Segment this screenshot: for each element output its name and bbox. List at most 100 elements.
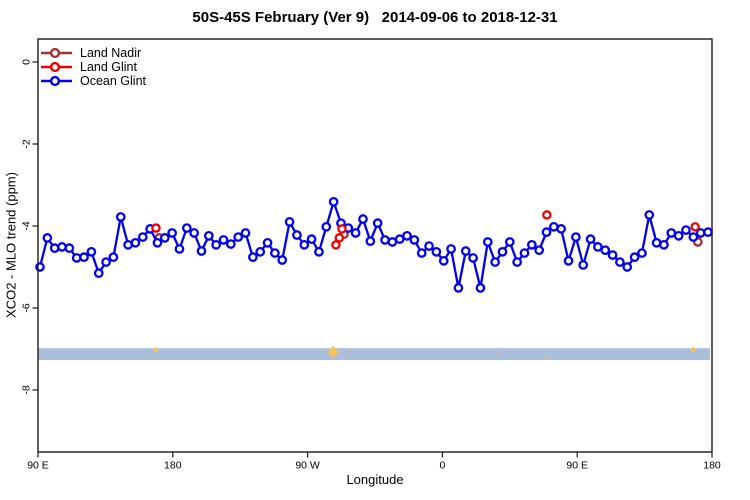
y-tick-label: 0: [21, 59, 33, 65]
ocean-glint-point: [372, 218, 383, 228]
ocean-glint-point: [137, 232, 148, 242]
ocean-glint-point: [556, 224, 567, 234]
band-mark: [496, 350, 500, 354]
ocean-glint-point: [409, 235, 420, 245]
ocean-glint-point: [365, 236, 376, 247]
ocean-glint-point: [644, 210, 655, 220]
ocean-glint-point: [64, 243, 75, 253]
ocean-glint-point: [475, 283, 486, 293]
ocean-glint-point: [255, 246, 266, 257]
ocean-glint-point: [167, 228, 177, 238]
ocean-glint-point: [629, 252, 640, 263]
y-tick-label: -4: [21, 221, 33, 230]
ocean-glint-point: [211, 240, 222, 250]
ocean-glint-point: [270, 248, 280, 258]
horizontal-band: [38, 348, 710, 361]
ocean-glint-point: [101, 257, 111, 267]
ocean-glint-point: [600, 245, 611, 256]
ocean-glint-point: [497, 246, 508, 257]
x-tick-label: 0: [439, 460, 445, 472]
x-axis-title: Longitude: [346, 472, 404, 487]
y-tick-label: -2: [21, 139, 33, 148]
legend-item-land-glint: Land Glint: [41, 60, 146, 74]
ocean-glint-point: [571, 232, 581, 242]
ocean-glint-point: [181, 223, 192, 233]
ocean-glint-point: [563, 255, 574, 266]
land-glint-point: [334, 233, 345, 243]
data-layer: [35, 196, 713, 361]
ocean-glint-point: [196, 246, 207, 256]
ocean-glint-point: [189, 228, 200, 238]
plot-frame: [37, 38, 713, 453]
ocean-glint-point: [504, 237, 515, 247]
legend-label: Ocean Glint: [80, 74, 147, 88]
legend-label: Land Glint: [80, 60, 137, 74]
legend-item-land-nadir: Land Nadir: [41, 46, 146, 60]
ocean-glint-point: [394, 234, 405, 244]
band-mark: [152, 346, 159, 353]
ocean-glint-point: [607, 250, 618, 260]
ocean-glint-point: [203, 230, 214, 241]
ocean-glint-point: [240, 228, 251, 238]
ocean-glint-point: [402, 230, 412, 241]
ocean-glint-point: [512, 257, 522, 267]
ocean-glint-point: [86, 246, 97, 257]
ocean-glint-point: [688, 232, 699, 242]
ocean-glint-point: [226, 239, 236, 249]
ocean-glint-point: [431, 246, 442, 257]
band-mark: [544, 356, 548, 360]
ocean-glint-point: [130, 237, 141, 248]
ocean-glint-point: [453, 283, 464, 293]
land-glint-point: [337, 224, 347, 234]
ocean-glint-point: [277, 255, 288, 265]
ocean-glint-point: [526, 240, 537, 250]
land-glint-point: [331, 240, 341, 250]
legend: Land Nadir Land Glint Ocean Glint: [41, 46, 146, 88]
y-tick-label: -8: [21, 385, 33, 394]
ocean-glint-point: [446, 244, 456, 254]
ocean-glint-point: [519, 248, 530, 258]
land-glint-point: [690, 222, 700, 232]
band-mark: [327, 345, 340, 358]
x-tick-label: 180: [164, 460, 182, 472]
ocean-glint-point: [673, 230, 684, 241]
ocean-glint-point: [152, 237, 163, 248]
ocean-glint-point: [42, 233, 53, 243]
y-axis: 0 -2 -4 -6 -8: [21, 59, 38, 395]
ocean-glint-point: [57, 242, 67, 252]
ocean-glint-point: [328, 196, 339, 207]
ocean-glint-point: [593, 242, 603, 252]
ocean-glint-point: [49, 243, 60, 253]
ocean-glint-point: [306, 234, 317, 244]
band-mark: [689, 346, 697, 354]
x-tick-label: 90 E: [27, 460, 49, 472]
ocean-glint-point: [578, 260, 589, 270]
ocean-glint-point: [534, 245, 545, 256]
ocean-glint-point: [615, 257, 625, 267]
land-nadir-marker-icon: [41, 47, 72, 59]
ocean-glint-line: [38, 198, 709, 289]
ocean-glint-point: [460, 246, 471, 256]
x-tick-label: 180: [703, 460, 721, 472]
x-tick-label: 90 E: [566, 460, 588, 472]
legend-label: Land Nadir: [80, 46, 142, 60]
ocean-glint-point: [262, 237, 273, 248]
ocean-glint-point: [350, 228, 361, 238]
chart-title: 50S-45S February (Ver 9) 2014-09-06 to 2…: [192, 9, 558, 26]
legend-item-ocean-glint: Ocean Glint: [41, 74, 146, 88]
ocean-glint-point: [585, 234, 596, 244]
x-axis: 90 E 180 90 W 0 90 E 180: [27, 452, 721, 472]
ocean-glint-point: [174, 244, 185, 254]
ocean-glint-point: [622, 262, 633, 272]
land-glint-point: [542, 210, 552, 220]
ocean-glint-point: [681, 225, 691, 235]
ocean-glint-point: [438, 255, 449, 266]
ocean-glint-point: [314, 246, 324, 257]
ocean-glint-point: [490, 257, 500, 267]
ocean-glint-marker-icon: [41, 75, 72, 87]
ocean-glint-point: [482, 237, 493, 247]
ocean-glint-point: [703, 227, 713, 237]
y-tick-label: -6: [21, 303, 33, 312]
